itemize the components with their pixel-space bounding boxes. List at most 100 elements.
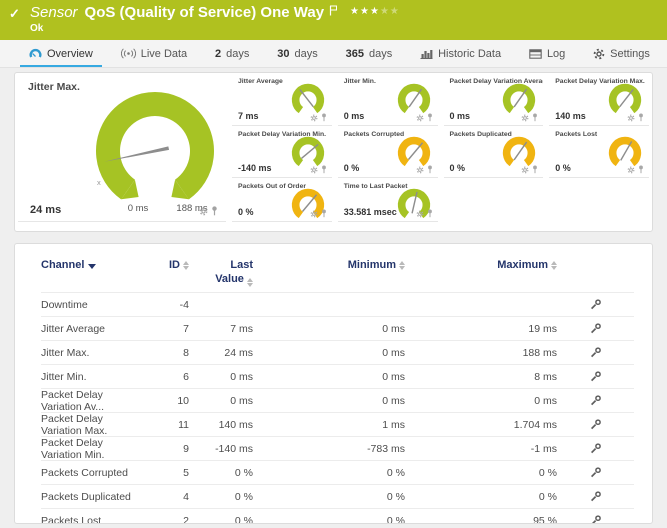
gear-icon[interactable] <box>521 114 529 122</box>
gauge-max-label: 188 ms <box>176 203 208 214</box>
column-header-last-value[interactable]: Last Value <box>189 259 253 287</box>
channel-name[interactable]: Jitter Max. <box>41 346 90 359</box>
gear-icon[interactable] <box>310 210 318 218</box>
pin-icon[interactable] <box>532 113 538 122</box>
tab-log[interactable]: Log <box>522 40 572 67</box>
table-row[interactable]: Packets Duplicated 4 0 % 0 % 0 % <box>41 484 634 508</box>
channel-name[interactable]: Jitter Min. <box>41 370 87 383</box>
gear-icon[interactable] <box>627 166 635 174</box>
tab-historic-data[interactable]: Historic Data <box>413 40 508 67</box>
tab-365-days[interactable]: 365 days <box>339 40 400 67</box>
pin-icon[interactable] <box>321 165 327 174</box>
channel-id: 6 <box>183 370 189 383</box>
edit-channel-wrench-icon[interactable] <box>589 322 602 335</box>
channel-maximum: 0 % <box>538 490 557 503</box>
edit-channel-wrench-icon[interactable] <box>589 514 602 524</box>
table-row[interactable]: Jitter Average 7 7 ms 0 ms 19 ms <box>41 316 634 340</box>
gauge-tile[interactable]: Jitter Min. 0 ms <box>337 73 438 126</box>
sort-icon <box>551 261 557 270</box>
gear-icon[interactable] <box>199 207 208 216</box>
channel-id: 9 <box>183 442 189 455</box>
pin-icon[interactable] <box>638 165 644 174</box>
priority-stars[interactable]: ★★★★★ <box>350 6 400 17</box>
gauge-title: Packets Duplicated <box>449 131 512 138</box>
channel-last-value: 140 ms <box>218 418 253 431</box>
gear-icon[interactable] <box>416 166 424 174</box>
channel-id: 5 <box>183 466 189 479</box>
column-header-maximum[interactable]: Maximum <box>405 259 557 271</box>
table-row[interactable]: Packets Lost 2 0 % 0 % 95 % <box>41 508 634 524</box>
channel-last-value: 7 ms <box>230 322 253 335</box>
gauges-panel: Jitter Max. x 0 ms 188 ms 24 ms Jitter A… <box>14 72 653 232</box>
column-header-channel[interactable]: Channel <box>41 259 141 271</box>
tab-overview[interactable]: Overview <box>20 40 102 67</box>
gauge-tile[interactable]: Jitter Average 7 ms <box>232 73 332 126</box>
tab-label: days <box>294 47 318 60</box>
gear-icon[interactable] <box>416 114 424 122</box>
gauge-value: 7 ms <box>238 111 259 121</box>
gauge-tile[interactable]: Packets Lost 0 % <box>549 126 649 178</box>
edit-channel-wrench-icon[interactable] <box>589 418 602 431</box>
tab-settings[interactable]: Settings <box>586 40 657 67</box>
table-row[interactable]: Jitter Min. 6 0 ms 0 ms 8 ms <box>41 364 634 388</box>
channel-name[interactable]: Packet Delay Variation Av... <box>41 388 105 413</box>
channel-name[interactable]: Jitter Average <box>41 322 106 335</box>
tab-live-data[interactable]: Live Data <box>114 40 194 67</box>
gauge-title: Packet Delay Variation Max. <box>555 78 645 85</box>
table-row[interactable]: Downtime -4 <box>41 292 634 316</box>
gauge-tile[interactable]: Time to Last Packet 33.581 msec <box>337 178 438 222</box>
edit-channel-wrench-icon[interactable] <box>589 442 602 455</box>
edit-channel-wrench-icon[interactable] <box>589 298 602 311</box>
pin-icon[interactable] <box>321 113 327 122</box>
gauge-value: 33.581 msec <box>343 207 397 217</box>
edit-channel-wrench-icon[interactable] <box>589 490 602 503</box>
flag-icon[interactable] <box>329 5 338 16</box>
table-row[interactable]: Packets Corrupted 5 0 % 0 % 0 % <box>41 460 634 484</box>
gauge-tile[interactable]: Packets Out of Order 0 % <box>232 178 332 222</box>
channel-name[interactable]: Downtime <box>41 298 88 311</box>
channel-id: 7 <box>183 322 189 335</box>
table-row[interactable]: Packet Delay Variation Max. 11 140 ms 1 … <box>41 412 634 437</box>
stars-filled: ★★★ <box>350 6 380 17</box>
gauge-tile[interactable]: Packet Delay Variation Average 0 ms <box>443 73 544 126</box>
edit-channel-wrench-icon[interactable] <box>589 394 602 407</box>
pin-icon[interactable] <box>532 165 538 174</box>
table-row[interactable]: Jitter Max. 8 24 ms 0 ms 188 ms <box>41 340 634 364</box>
edit-channel-wrench-icon[interactable] <box>589 466 602 479</box>
channel-name[interactable]: Packets Duplicated <box>41 490 131 503</box>
gauge-tile[interactable]: Packet Delay Variation Max. 140 ms <box>549 73 649 126</box>
table-row[interactable]: Packet Delay Variation Av... 10 0 ms 0 m… <box>41 388 634 413</box>
channel-last-value: 0 % <box>234 466 253 479</box>
channel-last-value: -140 ms <box>215 442 253 455</box>
gear-icon[interactable] <box>627 114 635 122</box>
gear-icon[interactable] <box>416 210 424 218</box>
gauge-tile[interactable]: Packets Duplicated 0 % <box>443 126 544 178</box>
pin-icon[interactable] <box>321 209 327 218</box>
channel-name[interactable]: Packet Delay Variation Max. <box>41 412 108 437</box>
edit-channel-wrench-icon[interactable] <box>589 370 602 383</box>
pin-icon[interactable] <box>427 113 433 122</box>
table-row[interactable]: Packet Delay Variation Min. 9 -140 ms -7… <box>41 436 634 461</box>
column-header-minimum[interactable]: Minimum <box>253 259 405 271</box>
gear-icon[interactable] <box>310 166 318 174</box>
gear-icon[interactable] <box>521 166 529 174</box>
tab-30-days[interactable]: 30 days <box>270 40 325 67</box>
column-header-id[interactable]: ID <box>141 259 189 271</box>
gauge-axis-icon[interactable]: x <box>97 178 101 187</box>
pin-icon[interactable] <box>211 206 218 216</box>
status-check-icon: ✓ <box>9 6 20 21</box>
channel-name[interactable]: Packet Delay Variation Min. <box>41 436 105 461</box>
gauge-tile[interactable]: Packets Corrupted 0 % <box>337 126 438 178</box>
pin-icon[interactable] <box>427 209 433 218</box>
gauge-tile[interactable]: Packet Delay Variation Min. -140 ms <box>232 126 332 178</box>
tab-2-days[interactable]: 2 days <box>208 40 256 67</box>
gear-icon[interactable] <box>310 114 318 122</box>
main-gauge-tile[interactable]: Jitter Max. x 0 ms 188 ms 24 ms <box>18 73 226 222</box>
channel-name[interactable]: Packets Lost <box>41 514 102 524</box>
pin-icon[interactable] <box>427 165 433 174</box>
main-gauge-title: Jitter Max. <box>28 81 80 93</box>
pin-icon[interactable] <box>638 113 644 122</box>
channel-last-value: 0 % <box>234 490 253 503</box>
channel-name[interactable]: Packets Corrupted <box>41 466 128 479</box>
edit-channel-wrench-icon[interactable] <box>589 346 602 359</box>
